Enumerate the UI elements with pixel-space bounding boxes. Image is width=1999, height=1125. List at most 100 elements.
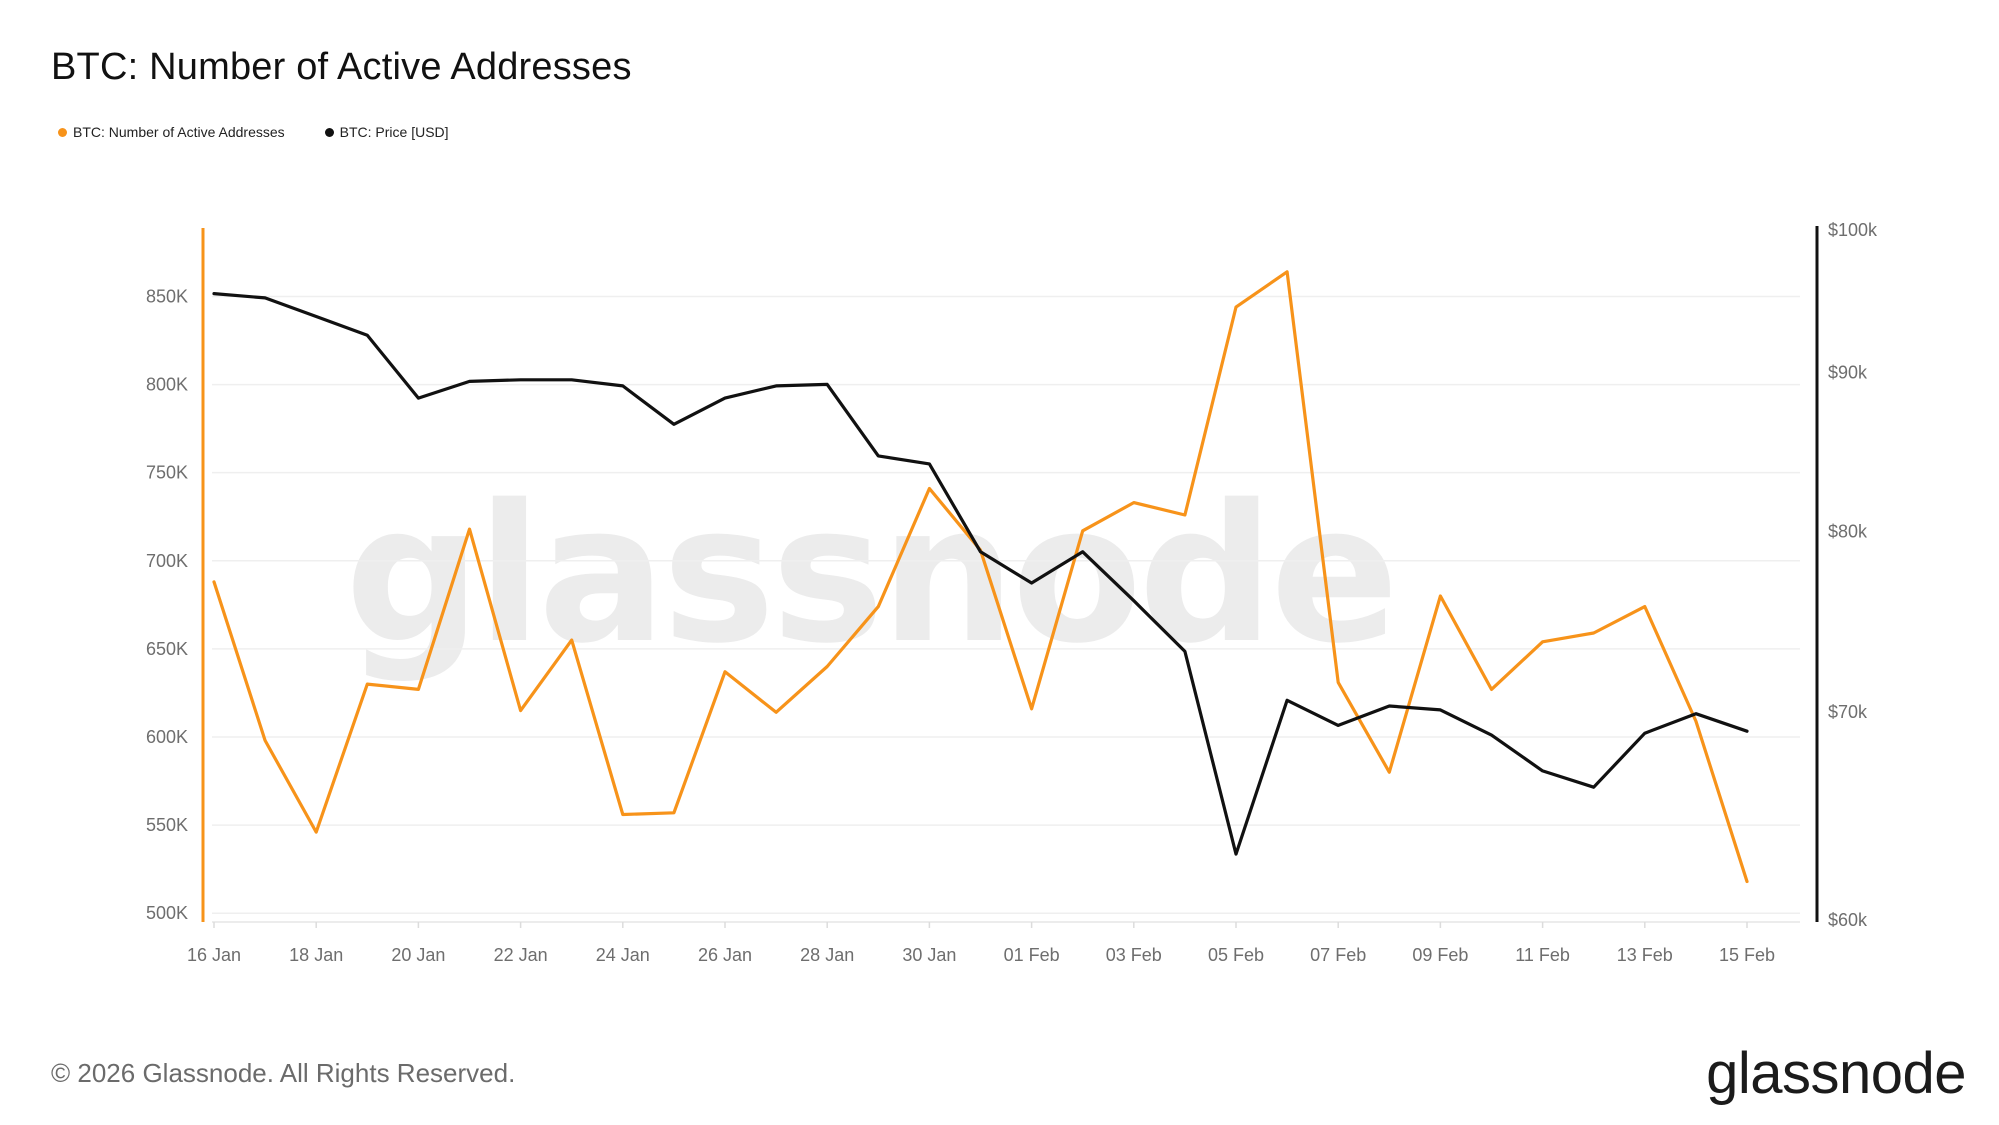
data-point-price <box>1131 598 1137 604</box>
x-tick-label: 15 Feb <box>1719 945 1775 965</box>
data-point-price <box>722 395 728 401</box>
data-point-active-addresses <box>1540 639 1546 645</box>
data-point-price <box>824 381 830 387</box>
data-point-active-addresses <box>211 579 217 585</box>
x-tick-label: 16 Jan <box>187 945 241 965</box>
y-right-tick-label: $60k <box>1828 910 1868 930</box>
data-point-price <box>262 295 268 301</box>
y-left-tick-label: 600K <box>146 727 188 747</box>
y-left-tick-label: 550K <box>146 815 188 835</box>
x-tick-label: 09 Feb <box>1412 945 1468 965</box>
y-left-tick-label: 800K <box>146 375 188 395</box>
data-point-price <box>1744 728 1750 734</box>
x-tick-label: 20 Jan <box>391 945 445 965</box>
data-point-price <box>313 313 319 319</box>
data-point-active-addresses <box>1029 706 1035 712</box>
data-point-active-addresses <box>1642 604 1648 610</box>
data-point-active-addresses <box>1284 269 1290 275</box>
y-left-tick-label: 500K <box>146 903 188 923</box>
data-point-price <box>1386 703 1392 709</box>
data-point-active-addresses <box>1080 528 1086 534</box>
legend-swatch-price <box>324 127 334 137</box>
data-point-price <box>211 291 217 297</box>
y-left-tick-label: 850K <box>146 286 188 306</box>
legend-item-price[interactable]: BTC: Price [USD] <box>324 124 449 140</box>
data-point-active-addresses <box>1744 878 1750 884</box>
x-tick-label: 28 Jan <box>800 945 854 965</box>
y-right-tick-label: $80k <box>1828 521 1868 541</box>
data-point-active-addresses <box>620 812 626 818</box>
legend-label-price: BTC: Price [USD] <box>339 124 449 140</box>
data-point-price <box>1284 697 1290 703</box>
tick-labels-layer: 850K 800K 750K 700K 650K 600K 550K 500K $100k $90… <box>146 220 1878 965</box>
data-point-active-addresses <box>518 708 524 714</box>
data-point-active-addresses <box>415 686 421 692</box>
chart-legend: BTC: Number of Active Addresses BTC: Pri… <box>58 124 449 140</box>
x-tick-label: 22 Jan <box>494 945 548 965</box>
data-point-active-addresses <box>722 669 728 675</box>
data-point-price <box>364 332 370 338</box>
data-point-active-addresses <box>1591 630 1597 636</box>
y-left-tick-label: 650K <box>146 639 188 659</box>
data-point-active-addresses <box>1335 679 1341 685</box>
y-right-tick-label: $100k <box>1828 220 1878 240</box>
series-line-price <box>212 292 1749 856</box>
data-point-price <box>1437 707 1443 713</box>
data-point-active-addresses <box>671 810 677 816</box>
x-tick-label: 05 Feb <box>1208 945 1264 965</box>
glassnode-logo: glassnode <box>1706 1041 1966 1106</box>
copyright-text: © 2026 Glassnode. All Rights Reserved. <box>51 1058 516 1088</box>
x-tick-label: 26 Jan <box>698 945 752 965</box>
data-point-price <box>620 383 626 389</box>
data-point-active-addresses <box>1131 500 1137 506</box>
data-point-active-addresses <box>926 486 932 492</box>
data-point-price <box>1642 730 1648 736</box>
data-point-price <box>569 377 575 383</box>
data-point-active-addresses <box>1693 718 1699 724</box>
y-right-tick-label: $90k <box>1828 362 1868 382</box>
data-point-price <box>1182 648 1188 654</box>
data-point-price <box>1591 784 1597 790</box>
y-left-tick-label: 750K <box>146 463 188 483</box>
legend-label-active-addresses: BTC: Number of Active Addresses <box>73 124 285 140</box>
data-point-price <box>1489 732 1495 738</box>
data-point-price <box>415 395 421 401</box>
data-point-active-addresses <box>1182 512 1188 518</box>
series-layer <box>211 269 1750 884</box>
data-point-price <box>467 378 473 384</box>
data-point-active-addresses <box>569 637 575 643</box>
y-right-tick-label: $70k <box>1828 702 1868 722</box>
data-point-price <box>978 549 984 555</box>
x-tick-label: 01 Feb <box>1004 945 1060 965</box>
data-point-active-addresses <box>364 681 370 687</box>
data-point-price <box>1029 580 1035 586</box>
data-point-price <box>518 377 524 383</box>
x-tick-label: 03 Feb <box>1106 945 1162 965</box>
data-point-active-addresses <box>824 664 830 670</box>
x-tick-label: 13 Feb <box>1617 945 1673 965</box>
data-point-active-addresses <box>467 526 473 532</box>
data-point-active-addresses <box>875 604 881 610</box>
legend-item-active-addresses[interactable]: BTC: Number of Active Addresses <box>58 124 285 140</box>
x-tick-label: 24 Jan <box>596 945 650 965</box>
data-point-active-addresses <box>1233 304 1239 310</box>
grid-layer <box>212 295 1800 923</box>
data-point-active-addresses <box>313 829 319 835</box>
data-point-active-addresses <box>262 738 268 744</box>
axes-layer <box>201 226 1819 928</box>
data-point-active-addresses <box>773 709 779 715</box>
data-point-price <box>1693 711 1699 717</box>
data-point-price <box>1540 768 1546 774</box>
x-tick-label: 30 Jan <box>902 945 956 965</box>
y-left-tick-label: 700K <box>146 551 188 571</box>
x-tick-label: 18 Jan <box>289 945 343 965</box>
data-point-price <box>875 453 881 459</box>
data-point-active-addresses <box>1437 593 1443 599</box>
data-point-price <box>1335 722 1341 728</box>
data-point-price <box>671 421 677 427</box>
data-point-price <box>926 461 932 467</box>
chart-title: BTC: Number of Active Addresses <box>51 46 632 88</box>
data-point-price <box>1233 851 1239 857</box>
data-point-active-addresses <box>1386 769 1392 775</box>
